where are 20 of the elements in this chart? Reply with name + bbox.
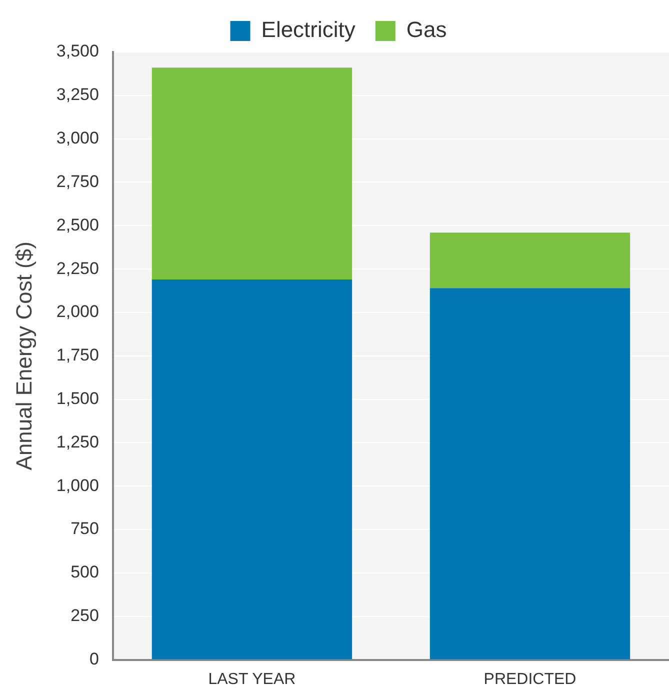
- legend-label: Electricity: [261, 17, 356, 42]
- y-tick-label: 2,500: [56, 215, 99, 234]
- y-tick-label: 250: [70, 606, 99, 626]
- y-tick-label: 1,000: [56, 476, 99, 495]
- y-tick-label: 2,750: [56, 172, 99, 191]
- y-tick-label: 2,250: [56, 258, 99, 278]
- y-tick-label: 750: [70, 519, 99, 538]
- y-tick-label: 1,750: [56, 346, 99, 365]
- y-tick-label: 500: [70, 562, 99, 582]
- legend-label: Gas: [406, 17, 447, 42]
- y-axis-title: Annual Energy Cost ($): [11, 242, 36, 470]
- y-tick-label: 3,000: [56, 128, 99, 148]
- y-tick-label: 3,250: [56, 85, 99, 104]
- x-tick-label: LAST YEAR: [208, 670, 296, 688]
- y-tick-label: 1,500: [56, 389, 99, 408]
- y-tick-label: 1,250: [56, 432, 99, 452]
- x-tick-label: PREDICTED: [484, 670, 576, 688]
- y-tick-label: 2,000: [56, 302, 99, 322]
- y-tick-label: 0: [89, 649, 99, 668]
- y-tick-label: 3,500: [56, 42, 99, 61]
